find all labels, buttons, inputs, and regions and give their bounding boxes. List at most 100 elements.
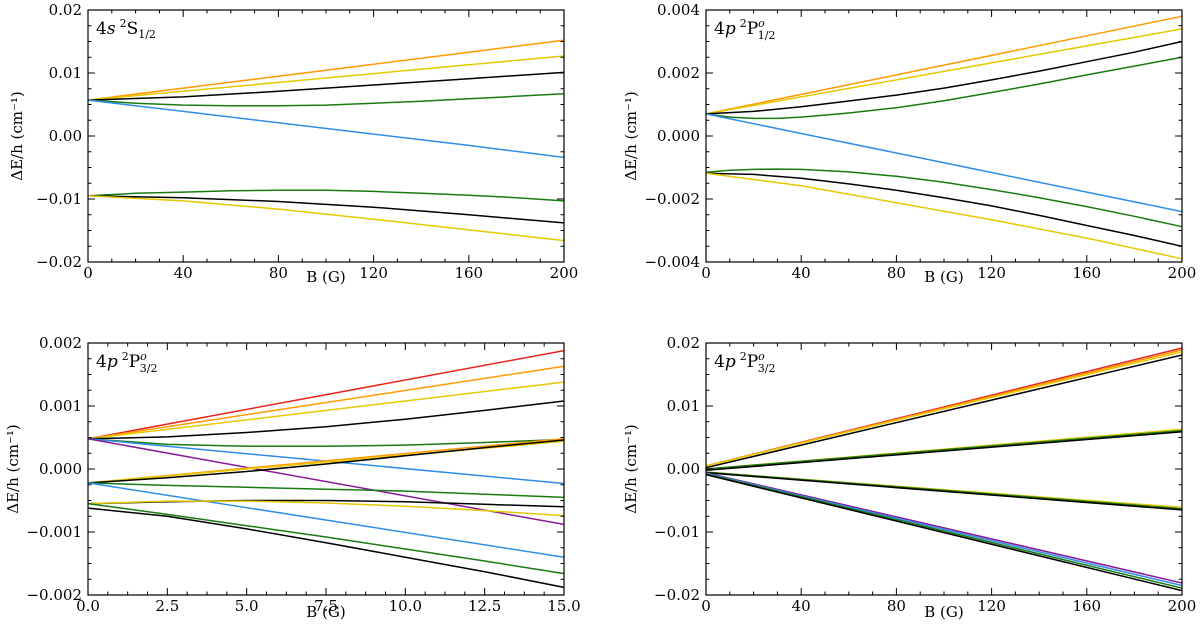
p1-series-line-7 xyxy=(87,195,565,242)
p1-ticks-group: 0 40 80 120 160 200 −0.02 −0.01 0.00 0.01 0.02 xyxy=(36,1,578,282)
p1-plot-frame xyxy=(87,9,565,263)
p3-xtick-label: 12.5 xyxy=(468,597,501,615)
p4-xtick-label: 0 xyxy=(701,597,711,615)
p3-series-line-14 xyxy=(87,502,565,575)
p4-xtick-label: 200 xyxy=(1168,597,1197,615)
p4-plot-frame xyxy=(705,342,1183,596)
p2-ytick-label: 0.002 xyxy=(657,64,700,82)
p4-title: 4p 2Po 3/2 xyxy=(714,350,776,375)
p4-xtick-label: 40 xyxy=(792,597,811,615)
p1-xtick-label: 0 xyxy=(83,264,93,282)
p1-xtick-label: 120 xyxy=(359,264,388,282)
p2-series-line-6 xyxy=(705,172,1183,248)
p3-series-line-10 xyxy=(87,482,565,499)
p4-series-line-10 xyxy=(705,472,1183,584)
p2-ytick-label: 0.004 xyxy=(657,1,700,19)
p3-series-line-9 xyxy=(87,439,565,484)
p2-xtick-label: 200 xyxy=(1168,264,1197,282)
p3-xtick-label: 2.5 xyxy=(155,597,179,615)
p1-series-line-6 xyxy=(87,195,565,224)
p3-ytick-label: 0.002 xyxy=(39,334,82,352)
p4-ytick-label: −0.01 xyxy=(654,523,700,541)
p2-series-line-3 xyxy=(705,56,1183,120)
p3-ytick-label: 0.001 xyxy=(39,397,82,415)
p3-series-line-13 xyxy=(87,500,565,517)
p4-xtick-label: 80 xyxy=(887,597,906,615)
p2-ylabel: ΔE/h (cm⁻¹) xyxy=(622,91,640,181)
p1-xlabel: B (G) xyxy=(306,268,345,286)
p4-series-line-5 xyxy=(705,429,1183,470)
p2-ytick-label: −0.002 xyxy=(644,190,700,208)
p2-xlabel: B (G) xyxy=(924,268,963,286)
p3-plot-frame xyxy=(87,342,565,596)
p2-series-line-7 xyxy=(705,172,1183,260)
p2-series-line-4 xyxy=(705,113,1183,213)
p4-series-line-9 xyxy=(705,472,1183,511)
p3-xtick-label: 15.0 xyxy=(547,597,580,615)
p1-xtick-label: 200 xyxy=(550,264,579,282)
p3-xtick-label: 0.0 xyxy=(76,597,100,615)
p2-ytick-label: 0.000 xyxy=(657,127,700,145)
p1-ytick-label: −0.01 xyxy=(36,190,82,208)
p4-series-line-8 xyxy=(705,471,1183,510)
p1-xtick-label: 80 xyxy=(269,264,288,282)
p1-ylabel: ΔE/h (cm⁻¹) xyxy=(8,91,26,181)
p4-xlabel: B (G) xyxy=(924,603,963,621)
p2-series-group xyxy=(705,15,1183,260)
p1-title: 4s 2S1/2 xyxy=(96,17,156,41)
p4-ticks-group: 0 40 80 120 160 200 −0.02 −0.01 0.00 0.01 0.02 xyxy=(654,334,1196,615)
p4-series-group xyxy=(705,347,1183,592)
p3-xtick-label: 7.5 xyxy=(314,597,338,615)
p2-series-line-1 xyxy=(705,28,1183,115)
panel-4s-2S1/2: 0 40 80 120 160 200 −0.02 −0.01 0.00 0.01 0.02 4s 2… xyxy=(8,1,578,286)
p2-series-line-0 xyxy=(705,15,1183,115)
p2-xtick-label: 160 xyxy=(1072,264,1101,282)
p3-xtick-label: 5.0 xyxy=(235,597,259,615)
p1-series-line-0 xyxy=(87,39,565,101)
p4-xtick-label: 120 xyxy=(977,597,1006,615)
p1-ytick-label: 0.02 xyxy=(49,1,82,19)
p4-series-line-3 xyxy=(705,354,1183,469)
p2-series-line-5 xyxy=(705,168,1183,228)
p4-xtick-label: 160 xyxy=(1072,597,1101,615)
p1-series-line-4 xyxy=(87,99,565,159)
p3-series-line-15 xyxy=(87,507,565,589)
p1-series-line-2 xyxy=(87,71,565,101)
p4-series-line-12 xyxy=(705,473,1183,589)
p3-ticks-group: 0.0 2.5 5.0 7.5 10.0 12.5 15.0 −0.002 −0.001 0.00… xyxy=(26,334,580,615)
p4-ytick-label: −0.02 xyxy=(654,586,700,604)
panel-4p-2Po3/2-low-field: 0.0 2.5 5.0 7.5 10.0 12.5 15.0 −0.002 −0.001 0.00… xyxy=(4,334,581,621)
p4-ytick-label: 0.00 xyxy=(667,460,700,478)
p3-series-line-11 xyxy=(87,482,565,558)
p2-plot-frame xyxy=(705,9,1183,263)
p4-series-line-13 xyxy=(705,473,1183,592)
p2-ticks-group: 0 40 80 120 160 200 −0.004 −0.002 0.000 0.002 0.00… xyxy=(644,1,1196,282)
p3-title: 4p 2Po 3/2 xyxy=(96,350,158,375)
p1-xtick-label: 40 xyxy=(174,264,193,282)
p1-ytick-label: 0.01 xyxy=(49,64,82,82)
p2-xtick-label: 0 xyxy=(701,264,711,282)
p2-xtick-label: 80 xyxy=(887,264,906,282)
p3-ytick-label: 0.000 xyxy=(39,460,82,478)
p1-series-line-3 xyxy=(87,93,565,107)
p2-xtick-label: 40 xyxy=(792,264,811,282)
p3-ylabel: ΔE/h (cm⁻¹) xyxy=(4,424,22,514)
p3-xtick-label: 10.0 xyxy=(389,597,422,615)
p1-series-line-1 xyxy=(87,55,565,101)
p2-ytick-label: −0.004 xyxy=(644,253,700,271)
p3-series-line-1 xyxy=(87,365,565,440)
p1-ytick-label: 0.00 xyxy=(49,127,82,145)
p2-title: 4p 2Po 1/2 xyxy=(714,17,776,42)
panel-4p-2Po3/2-high-field: 0 40 80 120 160 200 −0.02 −0.01 0.00 0.01 0.02 4p 2… xyxy=(622,334,1196,621)
p1-ytick-label: −0.02 xyxy=(36,253,82,271)
panel-4p-2Po1/2: 0 40 80 120 160 200 −0.004 −0.002 0.000 0.002 0.00… xyxy=(622,1,1196,286)
p3-ytick-label: −0.001 xyxy=(26,523,82,541)
p4-ytick-label: 0.02 xyxy=(667,334,700,352)
p3-ytick-label: −0.002 xyxy=(26,586,82,604)
p3-series-line-0 xyxy=(87,349,565,440)
p2-xtick-label: 120 xyxy=(977,264,1006,282)
p4-ytick-label: 0.01 xyxy=(667,397,700,415)
p3-series-line-3 xyxy=(87,400,565,440)
p4-ylabel: ΔE/h (cm⁻¹) xyxy=(622,424,640,514)
